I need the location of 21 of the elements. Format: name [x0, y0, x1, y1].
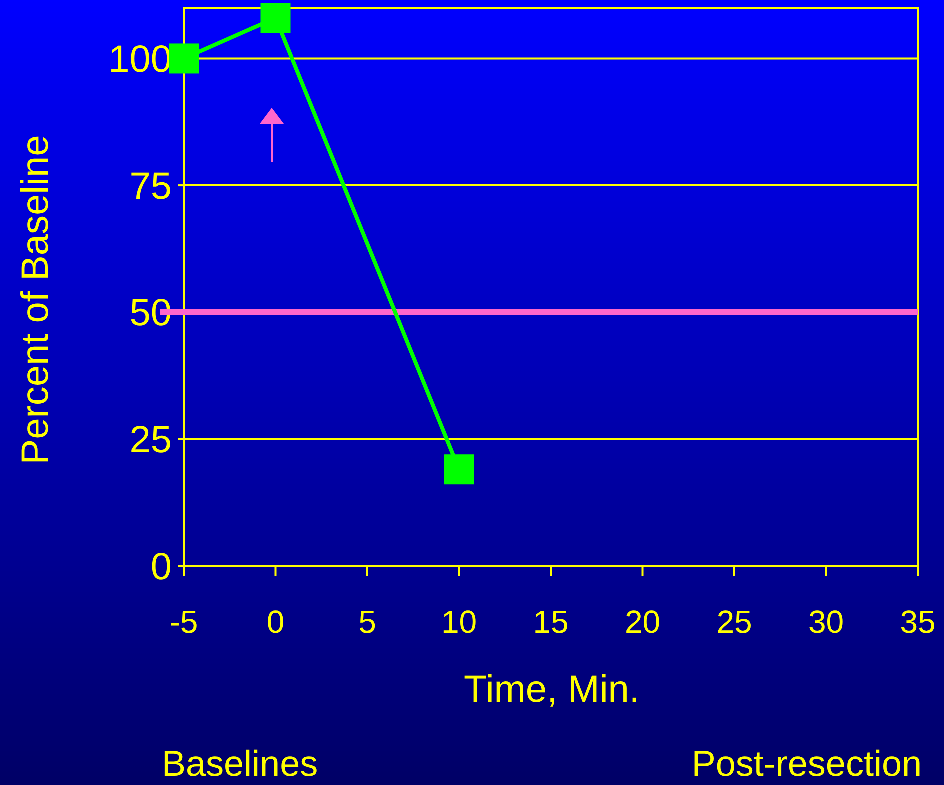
- text: Baselines: [162, 743, 318, 784]
- x-tick-label: -5: [170, 604, 198, 640]
- x-axis-title: Time, Min.: [464, 669, 640, 711]
- y-tick-label: 75: [130, 166, 172, 208]
- point: [444, 454, 474, 485]
- x-tick-label: 20: [624, 604, 661, 640]
- x-tick-label: 35: [900, 604, 936, 640]
- y-tick-label: 50: [130, 292, 172, 335]
- y-axis-title: Percent of Baseline: [15, 135, 57, 465]
- x-tick-label: 25: [716, 604, 752, 640]
- y-tick-label: 25: [130, 419, 172, 462]
- x-tick-label: 5: [358, 604, 376, 640]
- x-tick-label: 15: [533, 604, 569, 640]
- y-tick-label: 0: [150, 546, 172, 588]
- x-tick-label: 30: [808, 604, 844, 640]
- x-tick-label: 0: [266, 604, 285, 640]
- text: Post-resection: [692, 743, 922, 784]
- point: [260, 3, 291, 34]
- point: [169, 44, 199, 74]
- y-tick-label: 100: [108, 39, 172, 82]
- x-tick-label: 10: [441, 604, 478, 640]
